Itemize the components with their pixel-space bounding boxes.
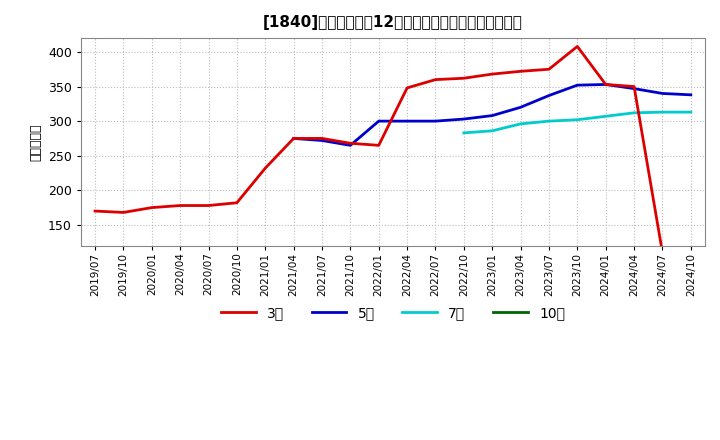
Title: [1840]　当期純利益12か月移動合計の標準偏差の推移: [1840] 当期純利益12か月移動合計の標準偏差の推移: [263, 15, 523, 30]
Y-axis label: （百万円）: （百万円）: [30, 123, 42, 161]
Legend: 3年, 5年, 7年, 10年: 3年, 5年, 7年, 10年: [215, 301, 570, 326]
